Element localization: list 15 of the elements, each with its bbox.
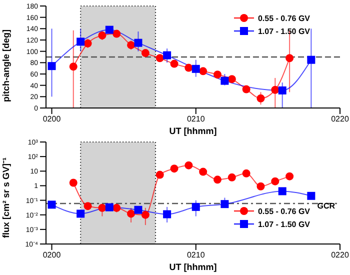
y-axis-title: pitch-angle [deg] xyxy=(1,30,12,102)
ref-line-label: GCR xyxy=(317,202,336,211)
x-tick-label: 0220 xyxy=(331,114,350,124)
x-tick-label: 0200 xyxy=(42,114,62,124)
legend-label: 0.55 - 0.76 GV xyxy=(258,206,310,216)
x-tick-label: 0210 xyxy=(186,250,206,260)
legend-label: 1.07 - 1.50 GV xyxy=(258,26,310,36)
x-tick-label: 0210 xyxy=(186,114,206,124)
x-tick-label: 0220 xyxy=(331,250,350,260)
x-tick-label: 0200 xyxy=(42,250,62,260)
y-axis-title: flux [cm² sr s GV]⁻¹ xyxy=(1,157,12,238)
x-axis-title: UT [hhmm] xyxy=(169,262,217,272)
legend-label: 1.07 - 1.50 GV xyxy=(258,220,310,228)
legend-label: 0.55 - 0.76 GV xyxy=(258,14,310,22)
x-axis-title: UT [hhmm] xyxy=(169,126,217,136)
